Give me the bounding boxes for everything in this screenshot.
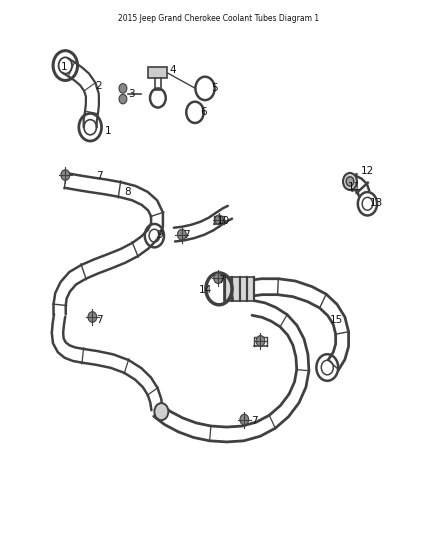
Text: 11: 11	[348, 182, 361, 192]
Text: 7: 7	[251, 416, 257, 426]
Text: 7: 7	[95, 171, 102, 181]
Circle shape	[256, 336, 265, 346]
Text: 4: 4	[170, 65, 177, 75]
Text: 8: 8	[124, 187, 131, 197]
Text: 10: 10	[217, 216, 230, 227]
Circle shape	[119, 84, 127, 93]
Text: 1: 1	[104, 126, 111, 136]
Text: 5: 5	[211, 83, 218, 93]
Text: 9: 9	[157, 230, 163, 240]
Text: 6: 6	[201, 107, 207, 117]
Text: 15: 15	[330, 314, 343, 325]
Circle shape	[154, 403, 168, 420]
Circle shape	[177, 229, 186, 240]
Circle shape	[346, 177, 354, 186]
Text: 7: 7	[183, 230, 190, 240]
Text: 12: 12	[361, 166, 374, 176]
Text: 13: 13	[370, 198, 383, 208]
Text: 14: 14	[199, 286, 212, 295]
Circle shape	[240, 414, 249, 425]
Circle shape	[343, 173, 357, 190]
Text: 2: 2	[95, 81, 102, 91]
Text: 1: 1	[61, 62, 67, 72]
Text: 3: 3	[128, 88, 135, 99]
Text: 7: 7	[218, 275, 225, 285]
Circle shape	[61, 169, 70, 180]
Text: 2015 Jeep Grand Cherokee Coolant Tubes Diagram 1: 2015 Jeep Grand Cherokee Coolant Tubes D…	[118, 14, 320, 23]
Circle shape	[88, 312, 97, 322]
Circle shape	[215, 215, 223, 224]
Polygon shape	[148, 67, 166, 78]
Text: 7: 7	[95, 314, 102, 325]
Circle shape	[214, 273, 223, 284]
Bar	[224, 277, 254, 301]
Circle shape	[119, 94, 127, 104]
